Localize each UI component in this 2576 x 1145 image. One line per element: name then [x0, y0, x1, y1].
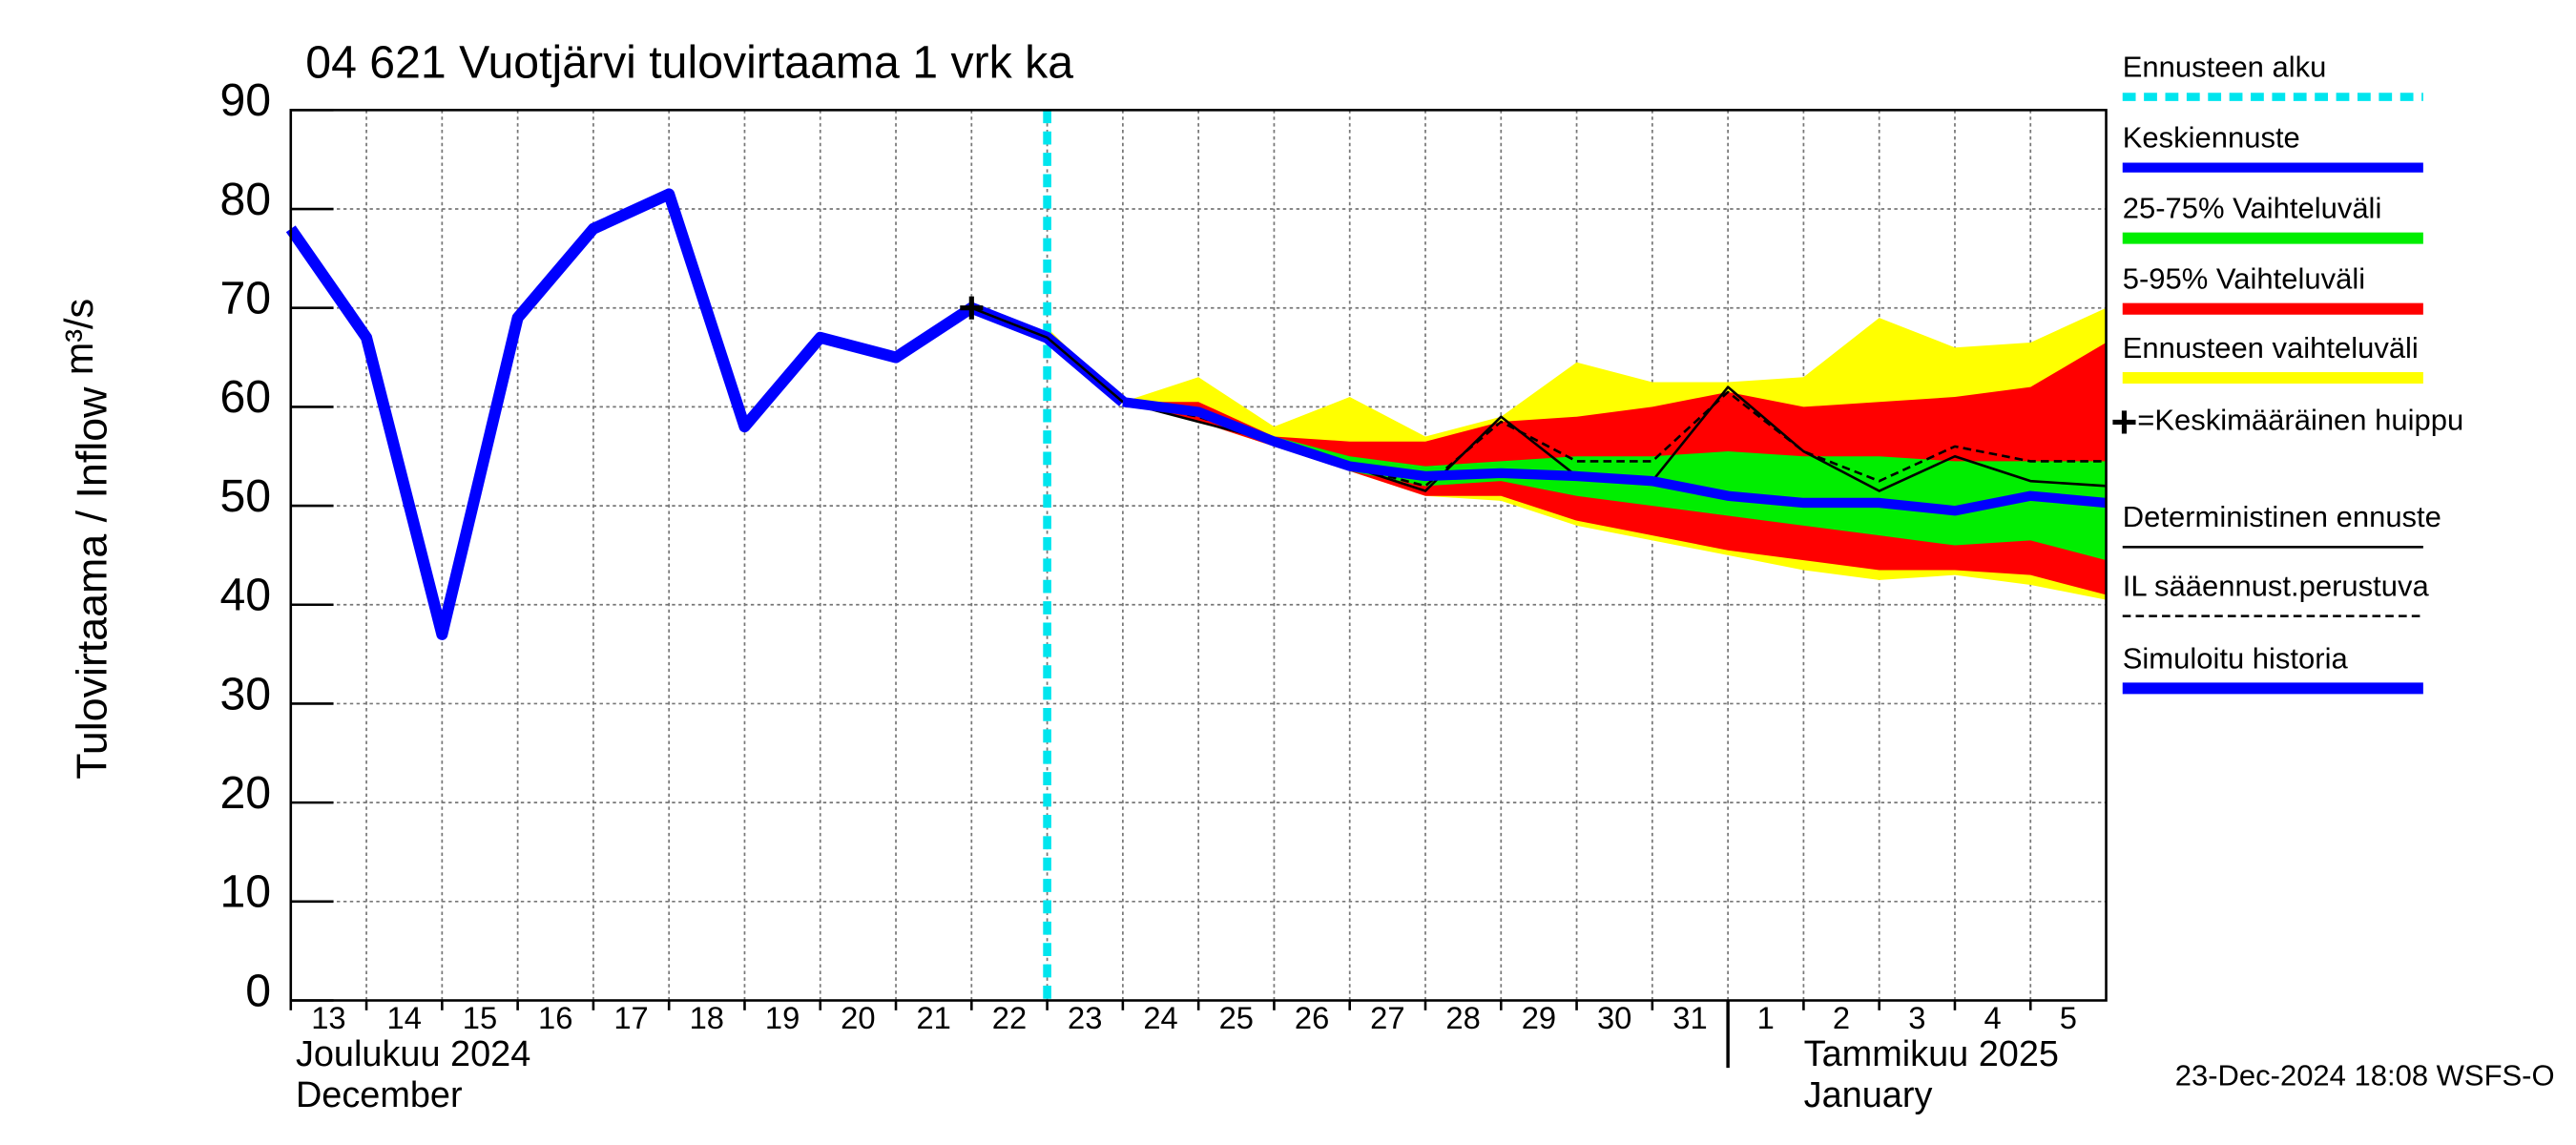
x-tick-label: 28	[1445, 1000, 1480, 1035]
x-tick-label: 14	[387, 1000, 422, 1035]
x-tick-label: 13	[311, 1000, 345, 1035]
legend: Ennusteen alku Keskiennuste 25-75% Vaihtel…	[2112, 50, 2463, 695]
legend-swatch	[2112, 410, 2136, 434]
y-tick-label: 70	[219, 273, 271, 324]
y-tick-label: 0	[245, 965, 271, 1016]
x-tick-label: 25	[1219, 1000, 1254, 1035]
legend-label: =Keskimääräinen huippu	[2137, 404, 2463, 437]
month-label: Tammikuu 2025	[1804, 1034, 2059, 1074]
legend-label: IL sääennust.perustuva	[2123, 570, 2430, 603]
x-tick-label: 26	[1295, 1000, 1329, 1035]
x-tick-label: 29	[1522, 1000, 1556, 1035]
chart-title: 04 621 Vuotjärvi tulovirtaama 1 vrk ka	[305, 37, 1073, 89]
month-label: December	[296, 1075, 463, 1115]
legend-label: Deterministinen ennuste	[2123, 500, 2441, 533]
month-label: January	[1804, 1075, 1933, 1115]
x-tick-label: 23	[1068, 1000, 1102, 1035]
series-line	[1122, 397, 2107, 516]
series-line	[1122, 390, 2107, 488]
y-tick-label: 30	[219, 668, 271, 719]
x-tick-label: 18	[690, 1000, 724, 1035]
x-tick-label: 4	[1984, 1000, 2002, 1035]
y-axis-label: Tulovirtaama / Inflow	[69, 386, 116, 780]
x-tick-label: 20	[841, 1000, 875, 1035]
x-tick-label: 5	[2060, 1000, 2077, 1035]
legend-label: 25-75% Vaihteluväli	[2123, 192, 2382, 225]
legend-label: Keskiennuste	[2123, 121, 2300, 155]
x-tick-label: 27	[1370, 1000, 1404, 1035]
y-tick-label: 40	[219, 570, 271, 621]
x-tick-label: 30	[1597, 1000, 1631, 1035]
x-tick-label: 21	[916, 1000, 950, 1035]
legend-label: Simuloitu historia	[2123, 641, 2349, 675]
plot	[285, 110, 2107, 1001]
x-tick-label: 3	[1908, 1000, 1925, 1035]
x-tick-label: 17	[613, 1000, 648, 1035]
x-tick-label: 2	[1833, 1000, 1850, 1035]
x-tick-label: 1	[1757, 1000, 1775, 1035]
footer: 23-Dec-2024 18:08 WSFS-O	[2175, 1059, 2555, 1093]
y-tick-label: 60	[219, 371, 271, 423]
x-tick-label: 31	[1672, 1000, 1707, 1035]
y-tick-label: 50	[219, 470, 271, 522]
y-tick-label: 80	[219, 174, 271, 225]
x-tick-label: 24	[1143, 1000, 1177, 1035]
x-tick-label: 15	[463, 1000, 497, 1035]
peak-marker	[960, 296, 984, 320]
y-tick-label: 90	[219, 74, 271, 126]
y-axis-unit: m³/s	[57, 299, 101, 375]
x-tick-label: 19	[765, 1000, 800, 1035]
month-label: Joulukuu 2024	[296, 1034, 530, 1074]
y-tick-label: 20	[219, 767, 271, 819]
plot-frame	[289, 109, 2108, 1002]
legend-label: Ennusteen vaihteluväli	[2123, 331, 2419, 364]
y-tick-label: 10	[219, 866, 271, 918]
x-tick-label: 16	[538, 1000, 572, 1035]
x-tick-label: 22	[992, 1000, 1027, 1035]
legend-label: Ennusteen alku	[2123, 50, 2327, 83]
legend-label: 5-95% Vaihteluväli	[2123, 262, 2365, 296]
